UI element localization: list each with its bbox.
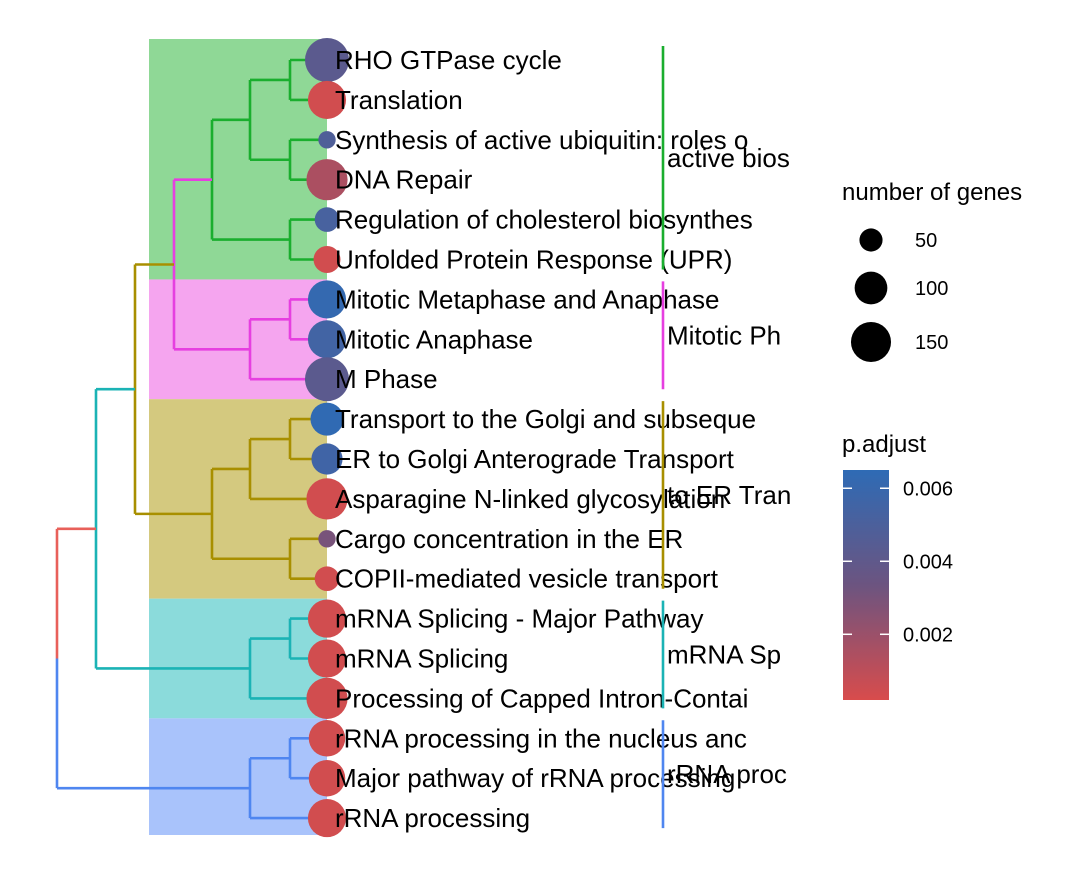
term-point <box>307 280 347 319</box>
color-legend-label: 0.002 <box>903 624 953 646</box>
cluster-label: mRNA Sp <box>667 640 781 670</box>
term-label: Unfolded Protein Response (UPR) <box>335 245 732 275</box>
term-label: COPII-mediated vesicle transport <box>335 564 719 594</box>
term-point <box>314 207 340 232</box>
term-label: Cargo concentration in the ER <box>335 524 683 554</box>
term-point <box>313 246 341 273</box>
term-point <box>311 443 343 475</box>
term-label: M Phase <box>335 364 438 394</box>
term-label: Mitotic Metaphase and Anaphase <box>335 284 719 314</box>
size-legend-label: 100 <box>915 278 948 300</box>
size-legend-key <box>850 321 892 363</box>
term-point <box>307 320 347 359</box>
size-legend-label: 150 <box>915 332 948 354</box>
term-point <box>306 478 348 520</box>
term-point <box>310 402 344 436</box>
cluster-label: Mitotic Ph <box>667 320 781 350</box>
term-point <box>306 677 348 719</box>
cluster-background <box>149 39 327 280</box>
term-point <box>308 759 346 797</box>
term-point <box>304 37 350 83</box>
term-label: Mitotic Anaphase <box>335 324 533 354</box>
term-point <box>318 530 336 548</box>
term-label: Synthesis of active ubiquitin: roles o <box>335 125 748 155</box>
term-point <box>318 131 336 149</box>
term-point <box>304 357 350 402</box>
term-label: Asparagine N-linked glycosylation <box>335 484 725 514</box>
color-legend: p.adjust 0.002 0.004 0.006 <box>842 431 953 700</box>
size-legend-key <box>859 228 883 252</box>
term-label: rRNA processing <box>335 803 530 833</box>
term-label: ER to Golgi Anterograde Transport <box>335 444 735 474</box>
term-labels: RHO GTPase cycle Translation Synthesis of … <box>335 45 756 833</box>
color-legend-bar <box>843 470 889 700</box>
term-label: mRNA Splicing <box>335 644 508 674</box>
term-points <box>304 37 350 838</box>
term-label: Translation <box>335 85 463 115</box>
term-point <box>307 639 347 678</box>
cluster-labels: active bios Mitotic Ph to ER Tran mRNA Sp rR… <box>667 143 791 789</box>
term-label: Processing of Capped Intron-Contai <box>335 683 748 713</box>
label-clip-mask <box>798 0 1092 882</box>
color-legend-label: 0.006 <box>903 478 953 500</box>
cluster-label: active bios <box>667 143 790 173</box>
term-label: Major pathway of rRNA processing <box>335 763 735 793</box>
term-point <box>308 720 346 757</box>
cluster-label: rRNA proc <box>667 759 787 789</box>
cluster-label: to ER Tran <box>667 480 791 510</box>
color-legend-title: p.adjust <box>842 431 926 458</box>
term-label: RHO GTPase cycle <box>335 45 562 75</box>
term-label: Regulation of cholesterol biosynthes <box>335 205 753 235</box>
size-legend-title: number of genes <box>842 179 1022 206</box>
term-label: DNA Repair <box>335 165 473 195</box>
color-legend-label: 0.004 <box>903 551 953 573</box>
term-point <box>306 159 348 201</box>
size-legend-label: 50 <box>915 230 937 252</box>
term-label: rRNA processing in the nucleus anc <box>335 723 747 753</box>
term-label: Transport to the Golgi and subseque <box>335 404 756 434</box>
term-point <box>314 566 340 592</box>
cluster-backgrounds <box>149 39 327 835</box>
size-legend-key <box>854 271 888 305</box>
size-legend: number of genes 50 100 150 <box>842 179 1022 363</box>
term-point <box>307 799 347 838</box>
term-point <box>307 599 347 638</box>
term-point <box>307 80 347 119</box>
term-label: mRNA Splicing - Major Pathway <box>335 604 703 634</box>
